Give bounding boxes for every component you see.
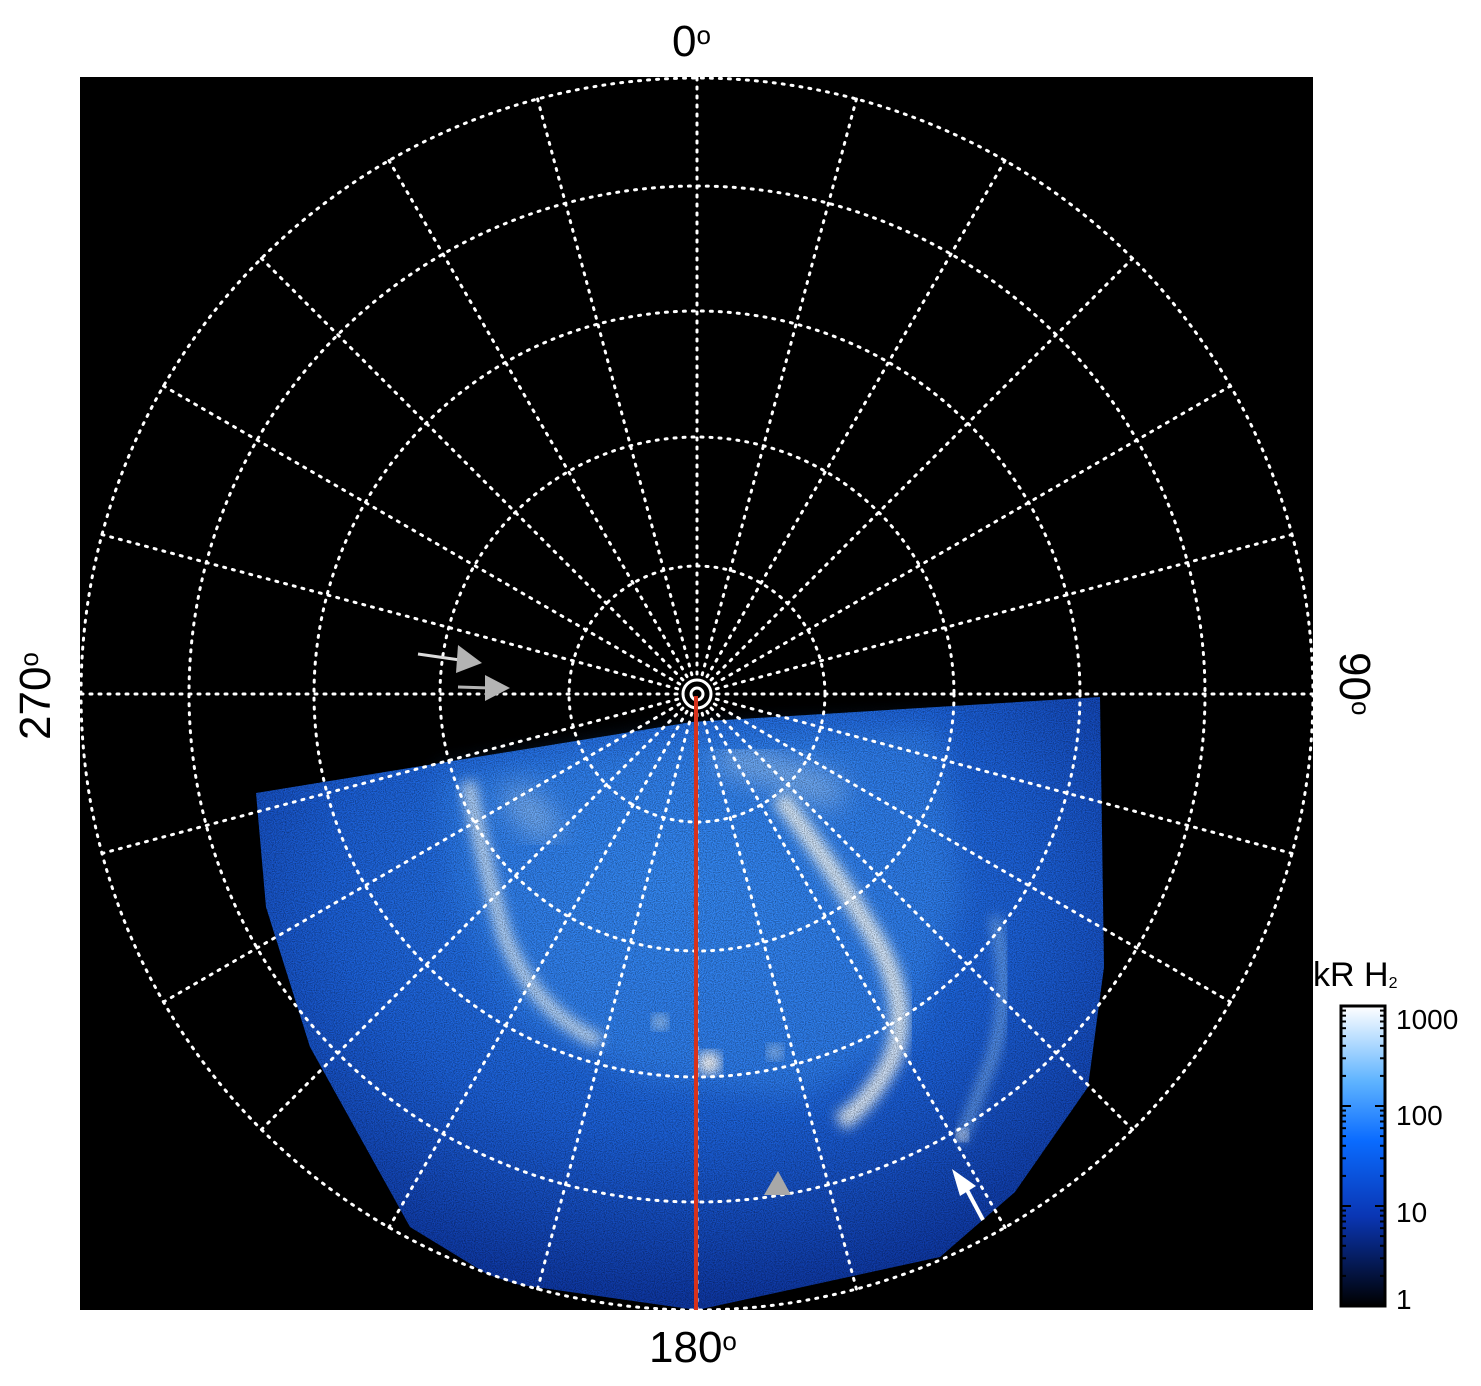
meridian-line: [705, 709, 1007, 1229]
meridian-line: [705, 159, 1007, 679]
gray-triangle-marker: [764, 1171, 791, 1195]
label-180-text: 180: [649, 1323, 723, 1372]
label-90-degrees: 90o: [1330, 652, 1379, 716]
label-270-text: 270: [11, 666, 60, 740]
colorbar-title-text: kR H: [1313, 956, 1389, 994]
degree-symbol: o: [1346, 700, 1376, 716]
meridian-line: [536, 97, 694, 677]
label-90-text: 90: [1330, 652, 1379, 701]
meridian-line: [162, 384, 682, 686]
label-0-text: 0: [672, 17, 697, 66]
noise-overlay: [256, 697, 1104, 1310]
label-180-degrees: 180o: [649, 1326, 737, 1370]
degree-symbol: o: [722, 1326, 737, 1356]
meridian-line: [709, 706, 1135, 1132]
meridian-line: [259, 256, 685, 682]
colorbar-tick-label: 1: [1396, 1284, 1412, 1315]
meridian-line: [714, 533, 1294, 691]
label-0-degrees: 0o: [672, 20, 711, 64]
coordinate-grid: [80, 77, 1313, 1310]
meridian-line: [387, 709, 689, 1229]
colorbar-tick-label: 100: [1396, 1100, 1443, 1131]
degree-symbol: o: [14, 652, 44, 667]
meridian-line: [536, 711, 694, 1291]
meridian-line: [712, 702, 1232, 1004]
degree-symbol: o: [696, 20, 711, 50]
gray-arrow-upper: [417, 645, 482, 673]
colorbar-title-subscript: 2: [1388, 975, 1398, 992]
aurora-emission: [256, 697, 1104, 1310]
meridian-line: [700, 711, 858, 1291]
meridian-line: [259, 706, 685, 1132]
colorbar: [1339, 1004, 1387, 1308]
white-arrow: [952, 1169, 985, 1221]
gray-arrow-lower: [457, 675, 510, 701]
colorbar-tick-label: 1000: [1396, 1004, 1459, 1035]
meridian-line: [712, 384, 1232, 686]
meridian-line: [162, 702, 682, 1004]
meridian-line: [700, 97, 858, 677]
meridian-line: [100, 533, 680, 691]
polar-projection-image: [80, 77, 1313, 1310]
label-270-degrees: 270o: [11, 652, 60, 740]
meridian-line: [387, 159, 689, 679]
colorbar-fill: [1339, 1004, 1387, 1308]
colorbar-title: kR H2: [1313, 958, 1397, 992]
meridian-lines: [80, 77, 1313, 1310]
colorbar-ticks: [1341, 1005, 1385, 1307]
meridian-line: [100, 697, 680, 855]
meridian-line: [714, 697, 1294, 855]
colorbar-tick-label: 10: [1396, 1197, 1428, 1228]
meridian-line: [709, 256, 1135, 682]
